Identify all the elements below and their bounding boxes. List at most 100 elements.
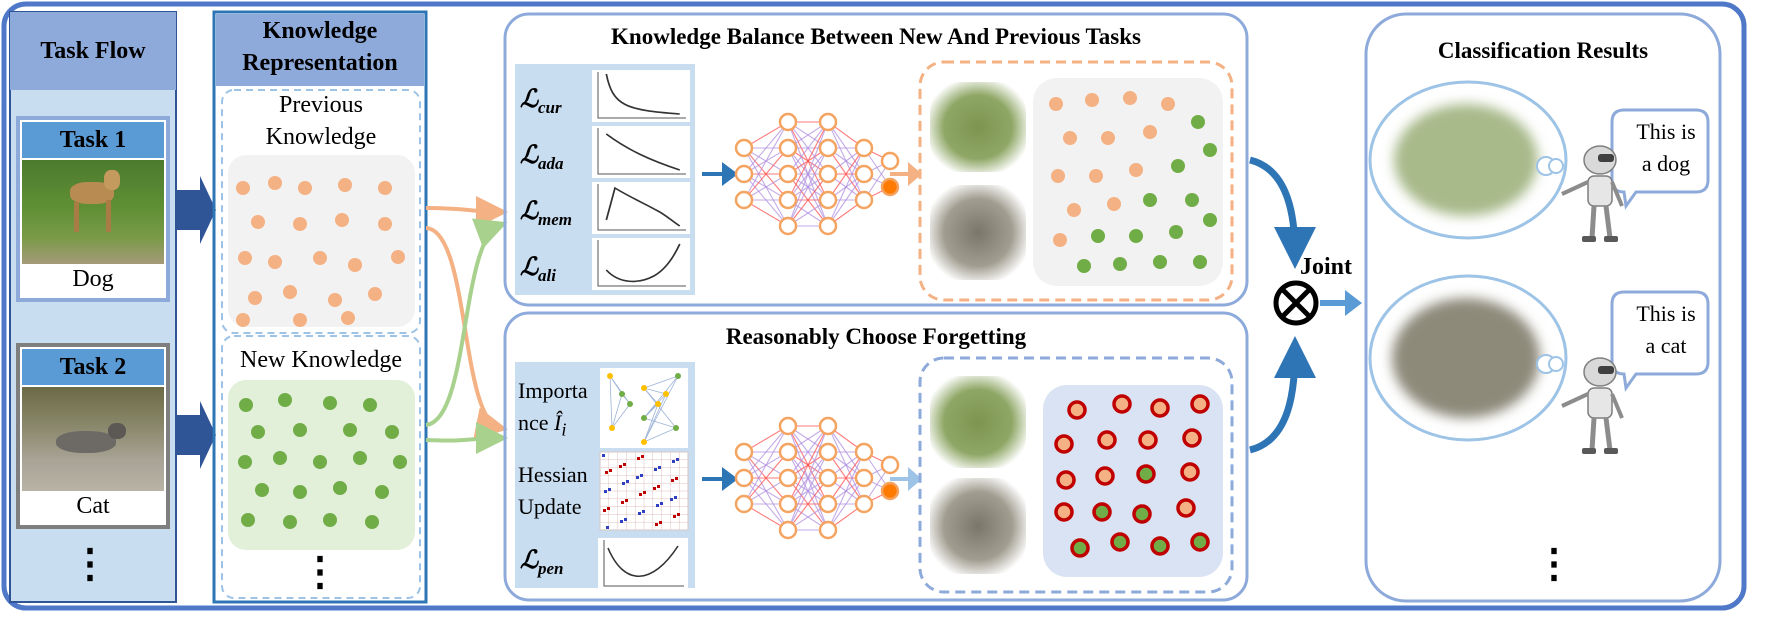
orange-knowledge-dot [293, 313, 307, 327]
neuron [880, 151, 900, 171]
task-2-caption: Cat [76, 493, 110, 519]
importance-graph [600, 368, 688, 448]
green-knowledge-dot [293, 485, 307, 499]
hessian-label-1: Hessian [518, 462, 588, 487]
mixed-dot [1169, 225, 1183, 239]
joint-arrows [1248, 156, 1316, 454]
mixed-dot [1123, 91, 1137, 105]
ring-dot [1180, 462, 1200, 482]
neuron [880, 177, 900, 197]
ring-dot [1150, 398, 1170, 418]
task-flow-title: Task Flow [40, 37, 146, 64]
orange-knowledge-dot [283, 285, 297, 299]
loss-ali-label: ℒali [520, 254, 556, 285]
loss-plot-ada [592, 126, 690, 178]
neuron [818, 494, 838, 514]
mixed-dot [1049, 97, 1063, 111]
neuron [734, 164, 754, 184]
mixed-dot [1143, 125, 1157, 139]
mixed-dot [1129, 229, 1143, 243]
neuron [880, 481, 900, 501]
speech-2-line2: a cat [1645, 333, 1687, 358]
mixed-dot [1089, 169, 1103, 183]
green-knowledge-dot [313, 455, 327, 469]
dog-photo-balance [930, 82, 1026, 172]
importance-label-2: nce Îi [518, 410, 567, 440]
orange-knowledge-dot [298, 181, 312, 195]
mixed-dot [1101, 131, 1115, 145]
green-knowledge-dot [239, 398, 253, 412]
green-knowledge-dot [255, 483, 269, 497]
knowledge-title-line2: Representation [242, 50, 398, 76]
mixed-dot [1153, 255, 1167, 269]
mixed-dot [1161, 97, 1175, 111]
task-2-arrow [176, 401, 216, 469]
orange-knowledge-dot [268, 255, 282, 269]
orange-knowledge-dot [335, 213, 349, 227]
neuron [818, 216, 838, 236]
neuron [818, 138, 838, 158]
new-knowledge-label: New Knowledge [240, 347, 402, 373]
thought-cloud-1 [1368, 80, 1568, 240]
ring-dot [1110, 532, 1130, 552]
cat-photo-task2 [22, 387, 164, 491]
mixed-dot [1051, 169, 1065, 183]
ring-dot [1136, 464, 1156, 484]
green-knowledge-dot [363, 398, 377, 412]
neuron [854, 468, 874, 488]
neuron [734, 494, 754, 514]
dog-photo-forgetting [930, 376, 1026, 468]
ring-dot [1095, 466, 1115, 486]
green-knowledge-dot [343, 423, 357, 437]
cat-photo-forgetting [930, 478, 1026, 574]
task-2-title: Task 2 [59, 353, 127, 380]
orange-knowledge-dot [236, 181, 250, 195]
thought-cloud-2 [1368, 274, 1568, 442]
loss-plot-ali [592, 238, 690, 290]
loss-plot-pen [598, 538, 688, 590]
green-knowledge-dot [293, 423, 307, 437]
orange-knowledge-dot [348, 258, 362, 272]
mixed-dot [1113, 257, 1127, 271]
green-knowledge-dot [278, 393, 292, 407]
neuron [818, 468, 838, 488]
knowledge-column [212, 10, 428, 604]
neuron [734, 190, 754, 210]
neuron [818, 190, 838, 210]
cat-photo-balance [930, 185, 1026, 280]
speech-bubble-2 [1610, 290, 1710, 392]
orange-knowledge-dot [236, 313, 250, 327]
ring-dot [1054, 434, 1074, 454]
forgetting-panel-title: Reasonably Choose Forgetting [725, 324, 1027, 349]
neuron [818, 416, 838, 436]
previous-knowledge-cloud [228, 155, 415, 327]
ring-dot [1150, 536, 1170, 556]
forgetting-panel [503, 311, 1249, 602]
neuron [854, 190, 874, 210]
orange-knowledge-dot [391, 250, 405, 264]
forgetting-result-box [918, 356, 1234, 594]
neuron [854, 138, 874, 158]
orange-knowledge-dot [293, 217, 307, 231]
green-knowledge-dot [353, 451, 367, 465]
ring-dot [1182, 428, 1202, 448]
balance-result-box [918, 60, 1234, 302]
ring-dot [1176, 498, 1196, 518]
joint-label: Joint [1300, 254, 1353, 280]
loss-plot-cur [592, 70, 690, 122]
robot-body [1587, 387, 1613, 419]
mixed-dot [1067, 203, 1081, 217]
classification-title: Classification Results [1437, 38, 1649, 63]
green-knowledge-dot [238, 455, 252, 469]
ring-dot [1056, 470, 1076, 490]
task-1-title: Task 1 [59, 126, 127, 153]
task-flow-more: ⋮ [70, 541, 110, 586]
neuron [854, 164, 874, 184]
neuron [854, 494, 874, 514]
neuron [734, 442, 754, 462]
neural-network-bottom [734, 416, 900, 540]
green-knowledge-dot [323, 513, 337, 527]
orange-knowledge-dot [338, 178, 352, 192]
mixed-dot [1193, 255, 1207, 269]
